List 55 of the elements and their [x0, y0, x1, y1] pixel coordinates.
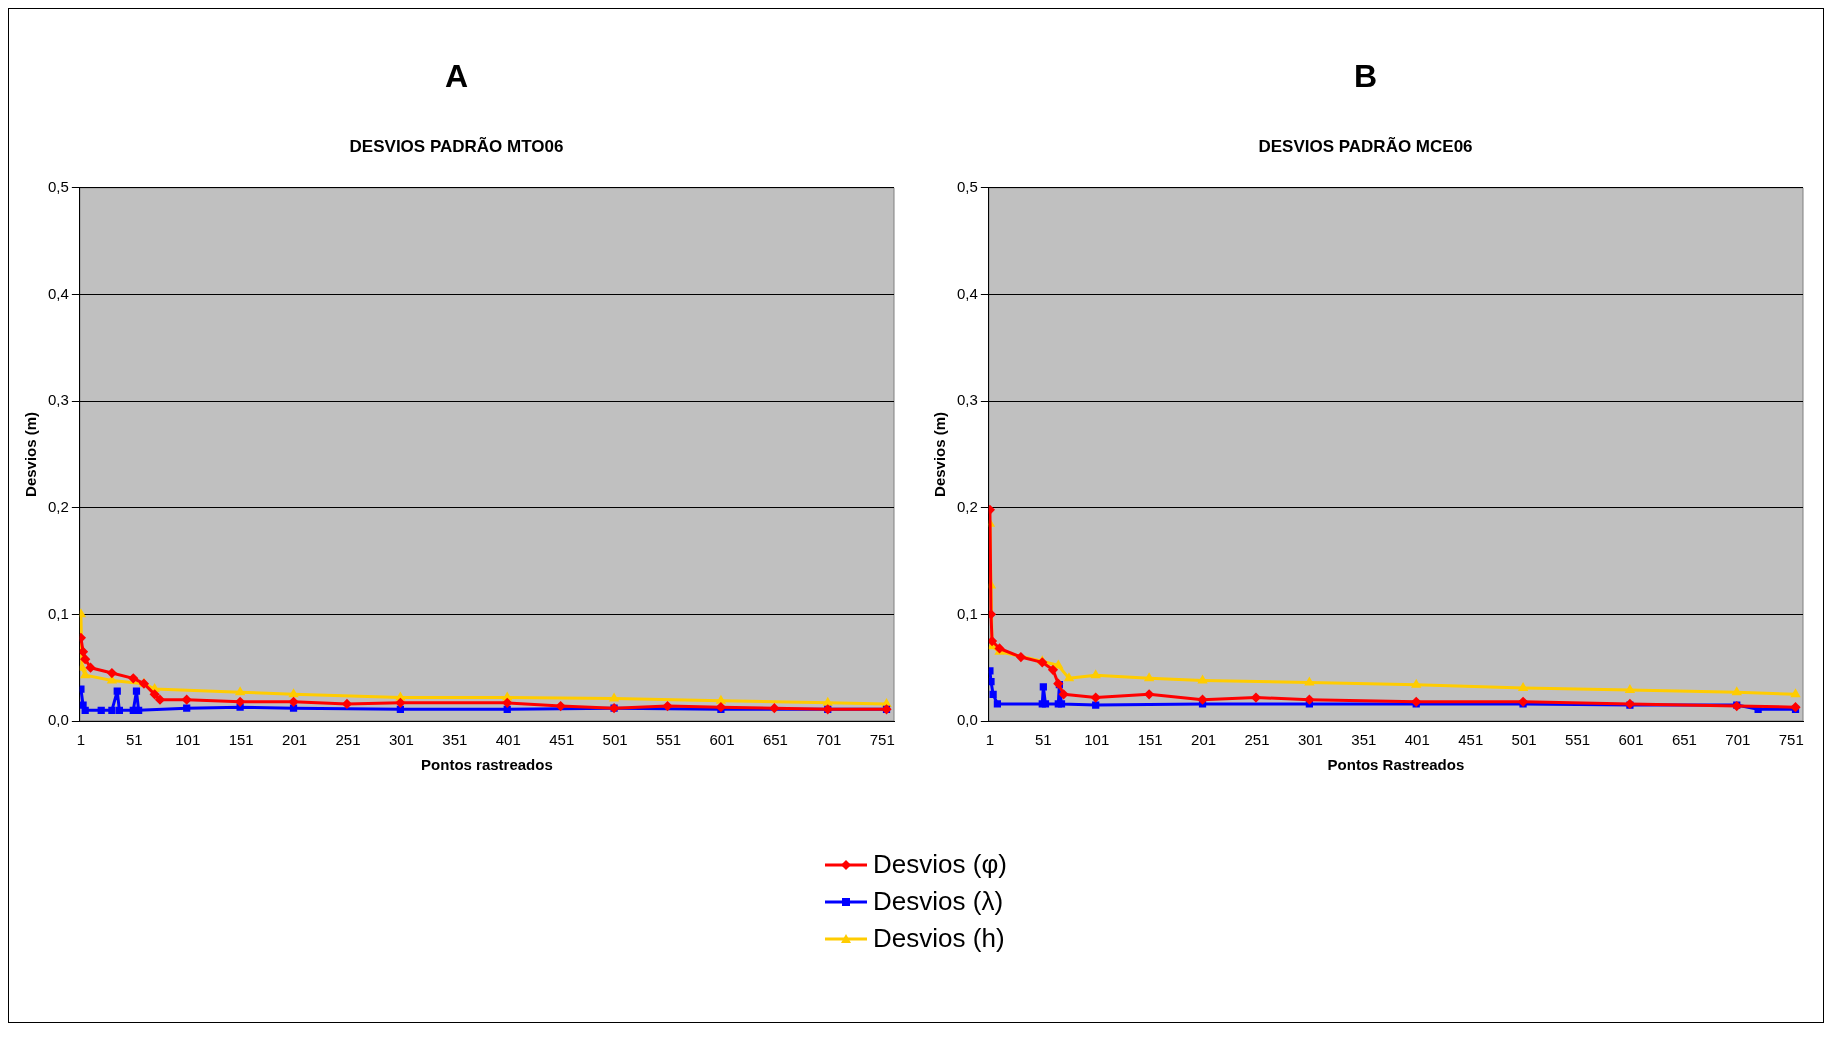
- chart-title: B: [1353, 58, 1378, 95]
- x-tick-label: 51: [1035, 731, 1052, 749]
- x-tick-label: 351: [1351, 731, 1377, 749]
- x-tick-label: 251: [1244, 731, 1270, 749]
- y-tick-label: 0,3: [47, 391, 69, 409]
- x-tick-label: 201: [1191, 731, 1217, 749]
- x-tick-label: 601: [1618, 731, 1644, 749]
- x-tick-label: 651: [762, 731, 788, 749]
- chart-subtitle: DESVIOS PADRÃO MTO06: [349, 136, 564, 157]
- y-tick-label: 0,5: [47, 177, 69, 195]
- x-tick-label: 501: [602, 731, 628, 749]
- x-tick-label: 501: [1511, 731, 1537, 749]
- y-tick-label: 0,4: [956, 284, 978, 302]
- y-axis-title: Desvios (m): [931, 411, 949, 497]
- x-tick-label: 751: [1778, 731, 1804, 749]
- x-axis-title: Pontos rastreados: [421, 756, 553, 774]
- x-tick-label: 51: [126, 731, 143, 749]
- x-tick-label: 401: [495, 731, 521, 749]
- x-tick-label: 551: [1565, 731, 1591, 749]
- x-tick-label: 251: [335, 731, 361, 749]
- x-tick-label: 601: [709, 731, 735, 749]
- x-tick-label: 201: [282, 731, 308, 749]
- x-tick-label: 751: [869, 731, 895, 749]
- x-tick-label: 101: [1084, 731, 1110, 749]
- x-tick-label: 301: [1297, 731, 1323, 749]
- x-tick-label: 701: [816, 731, 842, 749]
- x-tick-label: 451: [1458, 731, 1484, 749]
- y-tick-label: 0,3: [956, 391, 978, 409]
- legend-label: Desvios (h): [873, 923, 1005, 954]
- y-tick-label: 0,4: [47, 284, 69, 302]
- chart-subtitle: DESVIOS PADRÃO MCE06: [1258, 136, 1473, 157]
- y-tick-label: 0,0: [956, 711, 978, 729]
- chart-title: A: [444, 58, 469, 95]
- y-tick-label: 0,1: [956, 604, 978, 622]
- y-axis-title: Desvios (m): [22, 411, 40, 497]
- x-axis-title: Pontos Rastreados: [1327, 756, 1465, 774]
- y-tick-label: 0,0: [47, 711, 69, 729]
- x-tick-label: 151: [1137, 731, 1163, 749]
- legend-label: Desvios (φ): [873, 849, 1007, 880]
- y-tick-label: 0,5: [956, 177, 978, 195]
- x-tick-label: 701: [1725, 731, 1751, 749]
- x-tick-label: 1: [985, 731, 995, 749]
- x-tick-label: 551: [656, 731, 682, 749]
- legend-label: Desvios (λ): [873, 886, 1004, 917]
- x-tick-label: 451: [549, 731, 575, 749]
- y-tick-label: 0,2: [47, 497, 69, 515]
- x-tick-label: 101: [175, 731, 201, 749]
- x-tick-label: 1: [76, 731, 86, 749]
- y-tick-label: 0,2: [956, 497, 978, 515]
- x-tick-label: 401: [1404, 731, 1430, 749]
- y-tick-label: 0,1: [47, 604, 69, 622]
- x-tick-label: 301: [388, 731, 414, 749]
- x-tick-label: 151: [228, 731, 254, 749]
- x-tick-label: 351: [442, 731, 468, 749]
- x-tick-label: 651: [1671, 731, 1697, 749]
